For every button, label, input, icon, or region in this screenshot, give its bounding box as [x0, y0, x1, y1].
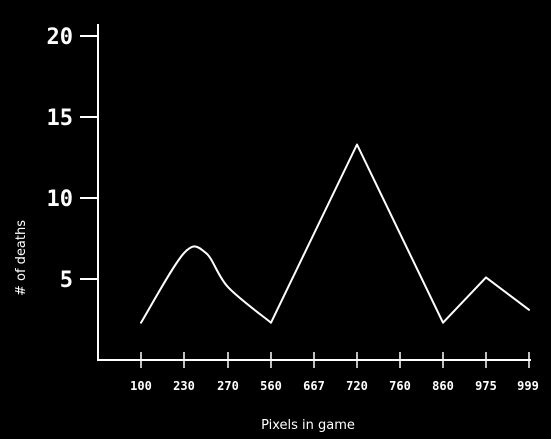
- y-tick-label: 5: [60, 268, 73, 293]
- x-tick-label: 560: [260, 379, 282, 393]
- x-ticks: 100 230 270 560 667 720 760 860 975 999: [130, 352, 539, 393]
- y-tick-label: 20: [47, 25, 74, 50]
- x-tick-label: 999: [517, 379, 539, 393]
- x-tick-label: 230: [173, 379, 195, 393]
- x-tick-label: 760: [389, 379, 411, 393]
- series-line: [140, 143, 530, 324]
- x-tick-label: 860: [432, 379, 454, 393]
- x-tick-label: 270: [217, 379, 239, 393]
- y-tick-label: 10: [47, 187, 74, 212]
- x-tick-label: 667: [303, 379, 325, 393]
- x-tick-label: 100: [130, 379, 152, 393]
- y-ticks: 5 10 15 20: [47, 25, 98, 293]
- y-tick-label: 15: [47, 106, 74, 131]
- x-tick-label: 720: [346, 379, 368, 393]
- x-axis-title: Pixels in game: [261, 418, 355, 433]
- x-tick-label: 975: [475, 379, 497, 393]
- y-axis-title: # of deaths: [14, 220, 29, 296]
